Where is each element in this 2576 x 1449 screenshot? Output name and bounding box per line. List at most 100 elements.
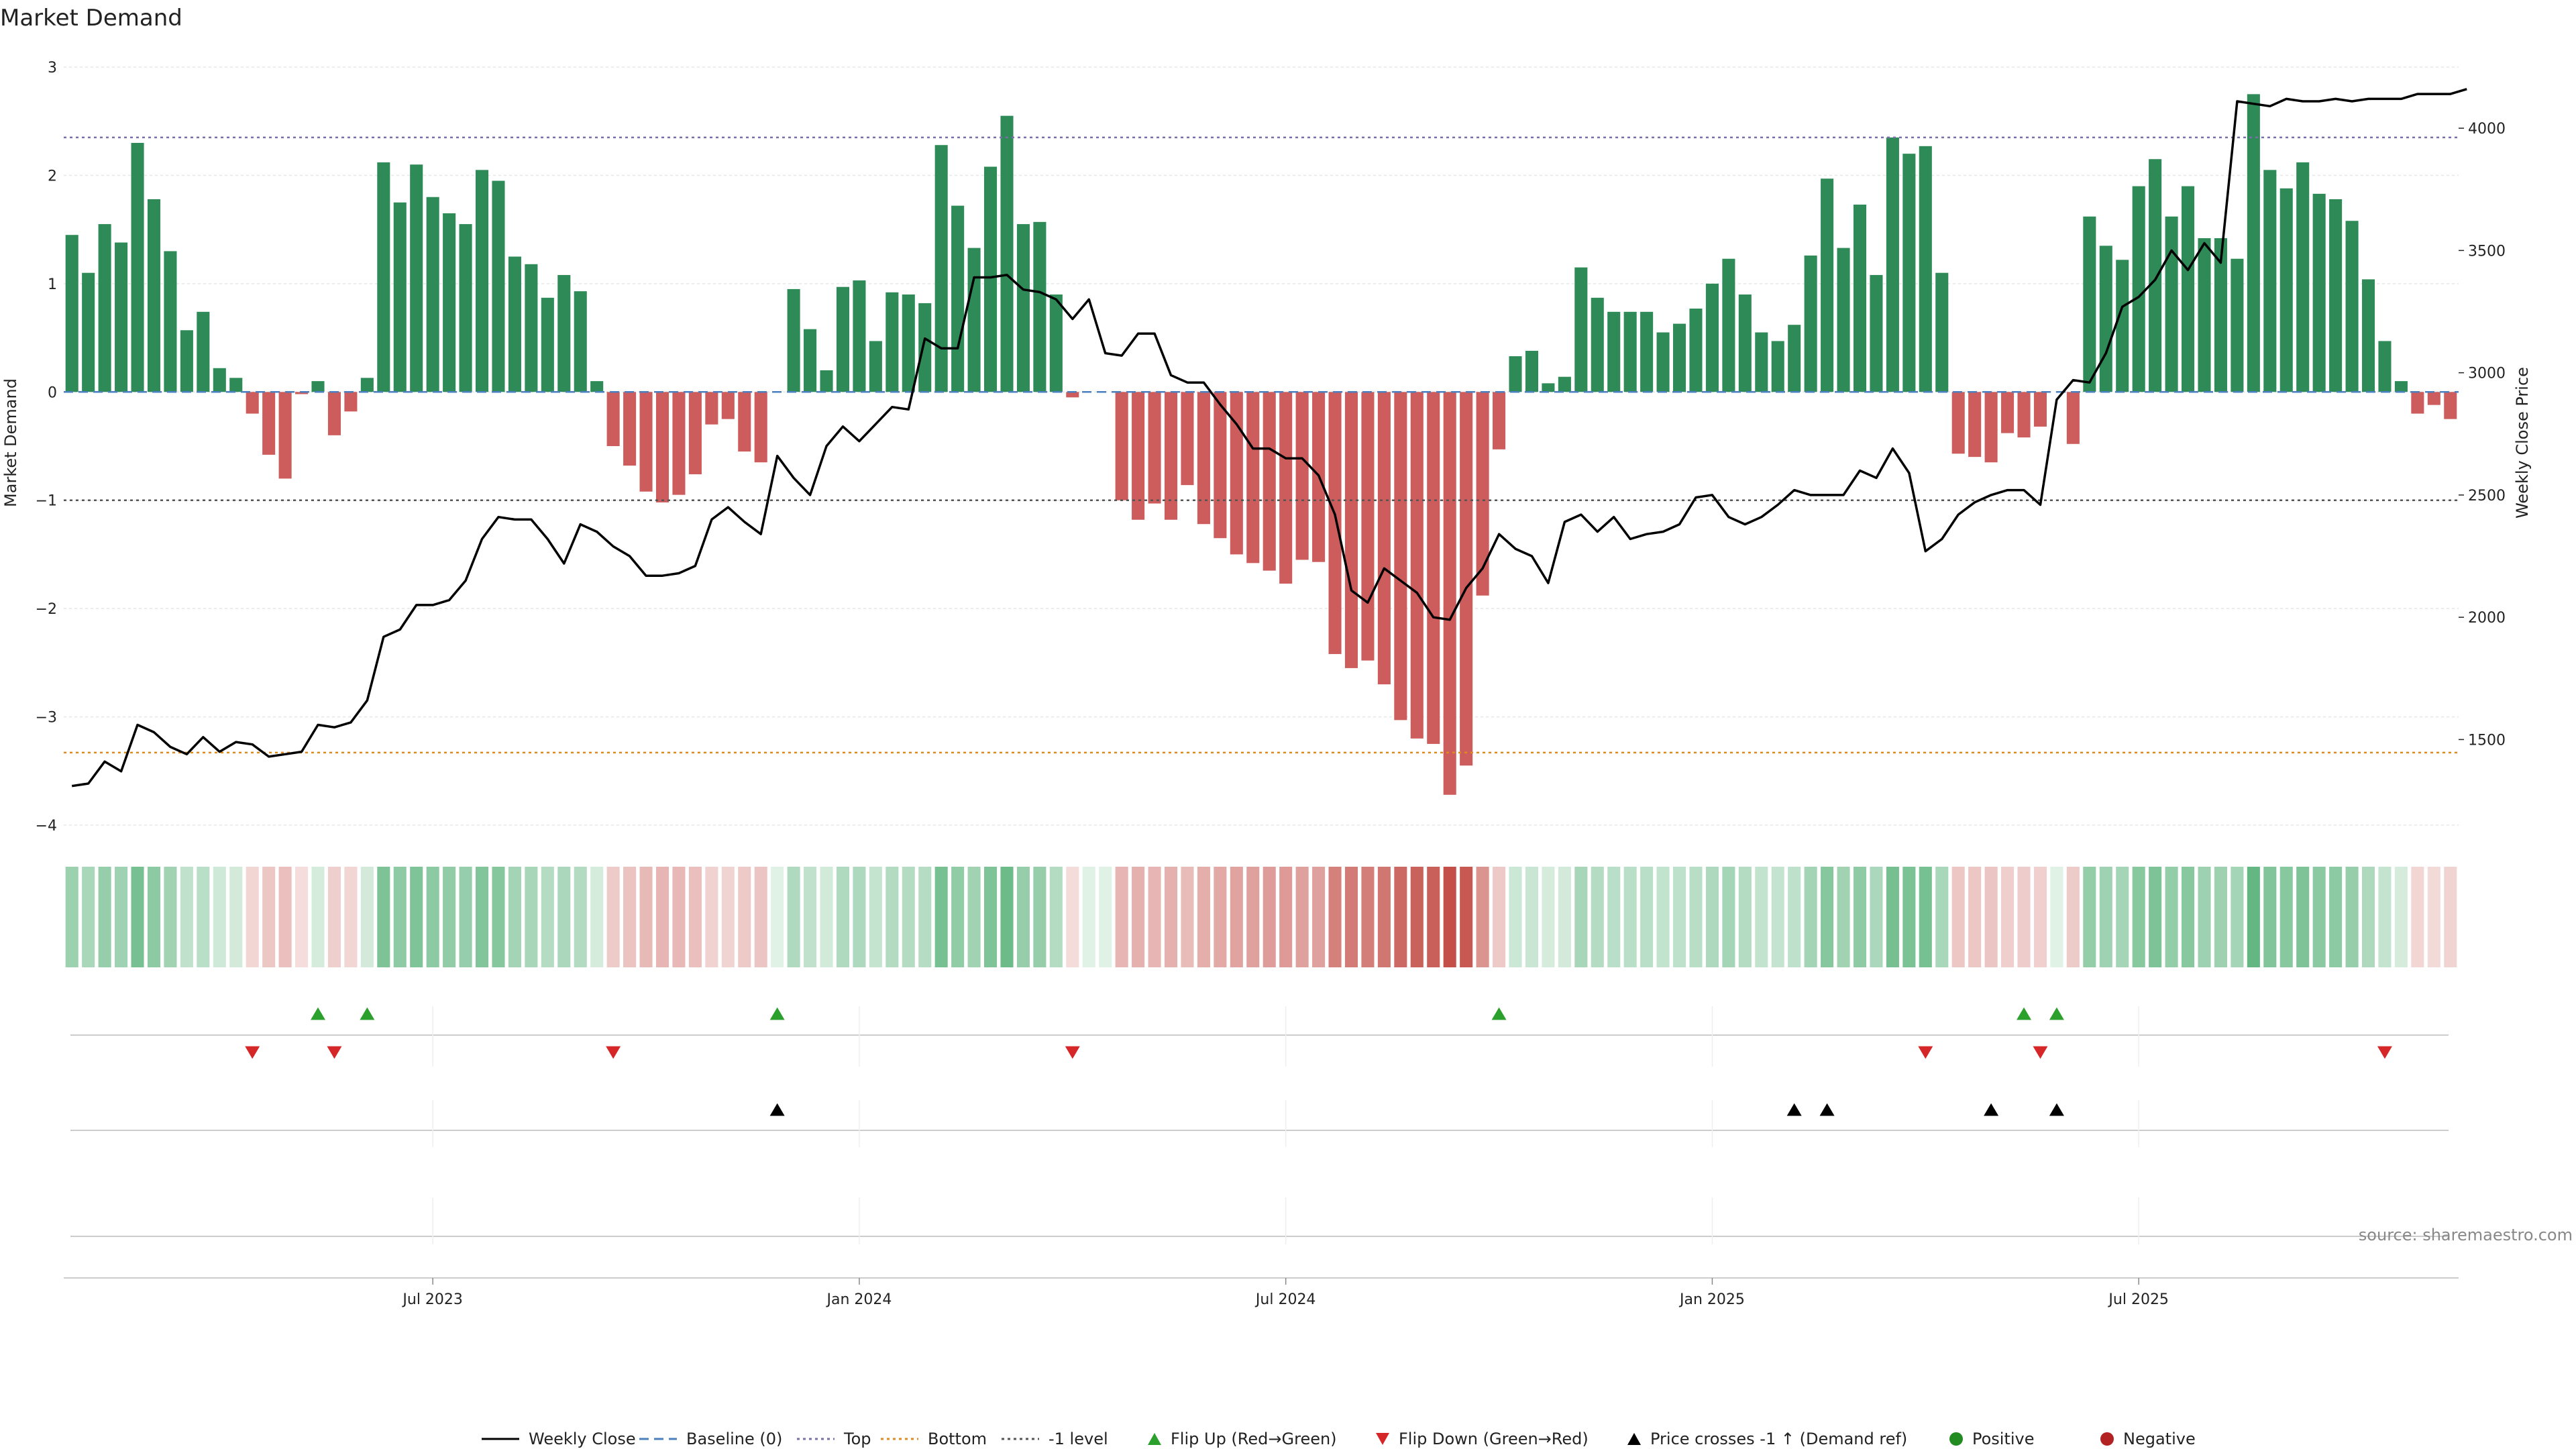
demand-bar (1722, 258, 1735, 392)
heat-cell (82, 867, 95, 967)
y-tick-label: 3 (48, 60, 57, 76)
demand-bar (1148, 392, 1161, 504)
demand-bar (1656, 332, 1670, 392)
demand-bar (574, 291, 587, 392)
y2-tick-label: 3500 (2468, 243, 2506, 260)
heat-cell (2083, 867, 2096, 967)
demand-bar (541, 297, 554, 392)
heat-cell (2279, 867, 2293, 967)
demand-bar (885, 292, 899, 392)
demand-bar (2247, 94, 2260, 392)
heat-cell (1148, 867, 1161, 967)
heat-cell (902, 867, 915, 967)
heat-cell (1870, 867, 1883, 967)
reference-lines-front (64, 136, 2459, 754)
heat-cell (2149, 867, 2162, 967)
demand-bar (1837, 248, 1850, 392)
heat-cell (2116, 867, 2129, 967)
heat-cell (2345, 867, 2359, 967)
demand-bar (1755, 332, 1768, 392)
demand-bar (787, 288, 800, 392)
demand-bar (606, 392, 620, 446)
heat-cell (1804, 867, 1817, 967)
demand-bar (197, 311, 210, 392)
heat-cell (1542, 867, 1555, 967)
heat-cell (492, 867, 505, 967)
demand-bar (2394, 381, 2408, 392)
demand-bar (984, 166, 998, 392)
demand-bar (180, 330, 193, 392)
flip-down-marker (245, 1046, 260, 1059)
demand-bar (115, 242, 128, 392)
demand-bar (1870, 274, 1883, 392)
demand-bar (1968, 392, 1982, 458)
demand-bar (1214, 392, 1227, 539)
demand-bar (443, 213, 456, 392)
demand-bar (820, 370, 833, 392)
heat-cell (1722, 867, 1735, 967)
demand-heat-strip (65, 867, 2457, 967)
demand-bar (1951, 392, 1965, 454)
heat-cell (1328, 867, 1342, 967)
heat-cell (147, 867, 161, 967)
demand-bar (2001, 392, 2015, 433)
demand-bar (1377, 392, 1391, 685)
heat-cell (278, 867, 292, 967)
heat-cell (1164, 867, 1178, 967)
y-tick-label: −1 (36, 493, 57, 510)
heat-cell (2411, 867, 2424, 967)
demand-bar (131, 143, 144, 392)
demand-bar (836, 286, 850, 392)
heat-cell (2231, 867, 2244, 967)
heat-cell (1705, 867, 1719, 967)
heat-cell (771, 867, 784, 967)
heat-cell (180, 867, 193, 967)
heat-cell (2247, 867, 2260, 967)
demand-bar (705, 392, 718, 425)
y-axis-label: Market Demand (1, 378, 20, 507)
x-tick-label: Jul 2023 (401, 1291, 463, 1308)
price-line-group (71, 88, 2467, 788)
demand-bar (1804, 255, 1817, 392)
demand-bar (2296, 162, 2310, 392)
heat-cell (2329, 867, 2343, 967)
demand-bar (2116, 260, 2129, 392)
flip-down-marker (1918, 1046, 1933, 1059)
legend-label: -1 level (1049, 1430, 1108, 1448)
legend-label: Flip Down (Green→Red) (1399, 1430, 1589, 1448)
heat-cell (2378, 867, 2392, 967)
demand-bar (1689, 308, 1703, 392)
chart-title: Market Demand (0, 5, 182, 32)
flip-up-marker (360, 1007, 375, 1020)
heat-cell (655, 867, 669, 967)
demand-bar (2378, 341, 2392, 392)
heat-cell (705, 867, 718, 967)
legend-label: Flip Up (Red→Green) (1171, 1430, 1337, 1448)
demand-bar (1705, 283, 1719, 392)
demand-bar (98, 224, 111, 392)
demand-bar (1984, 392, 1998, 463)
y-tick-label: 2 (48, 168, 57, 184)
heat-cell (1181, 867, 1194, 967)
y2-tick-label: 3000 (2468, 366, 2506, 382)
heat-cell (934, 867, 948, 967)
demand-bar (1542, 383, 1555, 392)
heat-cell (1853, 867, 1867, 967)
demand-bar (344, 392, 358, 412)
heat-cell (1427, 867, 1440, 967)
heat-cell (2001, 867, 2015, 967)
heat-cell (426, 867, 439, 967)
demand-bar (1853, 205, 1867, 392)
heat-cell (1656, 867, 1670, 967)
demand-bar (525, 264, 538, 392)
y-tick-label: 1 (48, 276, 57, 293)
legend-label: Weekly Close (529, 1430, 636, 1448)
demand-bar (2165, 216, 2178, 392)
heat-cell (1984, 867, 1998, 967)
heat-cell (1788, 867, 1801, 967)
demand-bar (262, 392, 276, 455)
heat-cell (820, 867, 833, 967)
heat-cell (1821, 867, 1834, 967)
demand-bar (1902, 154, 1916, 392)
demand-bar (1181, 392, 1194, 486)
